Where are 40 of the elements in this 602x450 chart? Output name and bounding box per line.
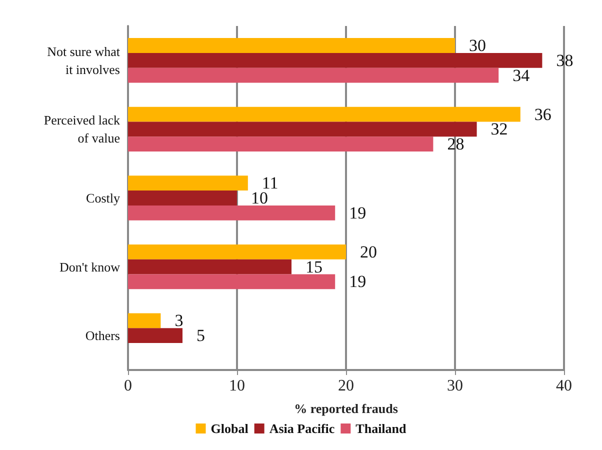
y-tick-label: Don't know xyxy=(60,259,121,274)
data-label: 36 xyxy=(534,104,552,124)
y-tick-label: Not sure what it involves xyxy=(47,44,120,77)
bar xyxy=(128,176,248,191)
legend-label: Global xyxy=(210,421,249,436)
data-label: 3 xyxy=(174,311,184,330)
bar xyxy=(128,274,336,290)
y-tick-label: Perceived lack of value xyxy=(44,112,120,146)
y-tick-label: Costly xyxy=(86,190,120,206)
data-label: 19 xyxy=(349,272,366,292)
data-label: 28 xyxy=(447,134,464,154)
data-label: 15 xyxy=(306,257,322,276)
y-tick-label: Others xyxy=(85,328,120,344)
bar xyxy=(128,136,434,152)
x-tick-label: 40 xyxy=(556,378,572,394)
data-label: 19 xyxy=(349,203,366,222)
bar xyxy=(128,52,542,68)
bar xyxy=(128,259,292,274)
bar xyxy=(128,244,346,260)
x-tick-label: 10 xyxy=(229,378,245,394)
bar xyxy=(128,106,520,122)
bar xyxy=(128,38,455,53)
bar xyxy=(128,313,161,328)
legend-label: Asia Pacific xyxy=(269,421,335,436)
data-label: 20 xyxy=(360,242,377,262)
x-tick-label: 0 xyxy=(124,378,132,394)
data-label: 34 xyxy=(512,66,530,85)
data-label: 30 xyxy=(469,36,486,55)
bar xyxy=(128,190,237,206)
x-tick-label: 20 xyxy=(338,378,354,394)
data-label: 5 xyxy=(196,326,205,346)
x-axis-title: % reported frauds xyxy=(294,401,398,416)
x-tick-label: 30 xyxy=(447,378,463,394)
data-label: 32 xyxy=(490,120,508,139)
data-label: 38 xyxy=(556,50,574,70)
bar xyxy=(128,205,336,220)
bar xyxy=(128,122,477,137)
legend-label: Thailand xyxy=(356,421,408,436)
bar xyxy=(128,328,182,344)
bar xyxy=(128,68,499,83)
